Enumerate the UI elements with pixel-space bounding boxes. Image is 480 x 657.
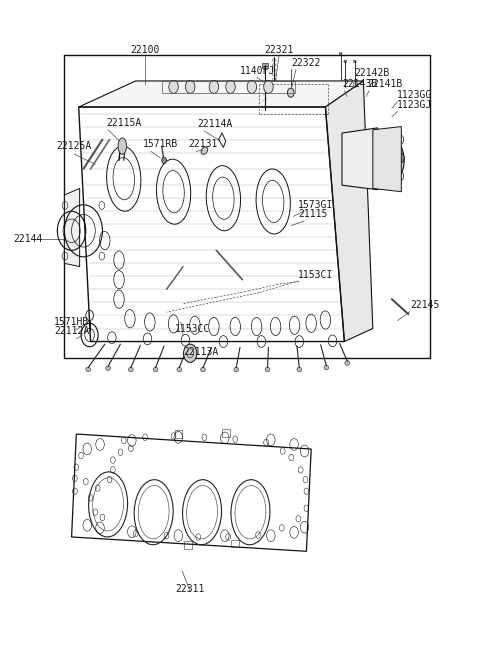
Ellipse shape — [201, 147, 208, 154]
Ellipse shape — [106, 366, 110, 371]
Text: 22311: 22311 — [176, 584, 205, 595]
Text: 22125A: 22125A — [56, 141, 91, 151]
Ellipse shape — [234, 367, 239, 372]
Ellipse shape — [265, 367, 270, 372]
Ellipse shape — [177, 367, 181, 372]
Circle shape — [162, 157, 167, 164]
Text: 22143B: 22143B — [342, 79, 378, 89]
Circle shape — [368, 136, 404, 185]
Ellipse shape — [297, 367, 301, 372]
Text: 22321: 22321 — [264, 45, 294, 55]
Text: 22115A: 22115A — [106, 118, 142, 128]
Text: 1153CC: 1153CC — [175, 324, 210, 334]
Circle shape — [226, 80, 235, 93]
Polygon shape — [64, 189, 80, 267]
Polygon shape — [342, 128, 378, 190]
Circle shape — [209, 80, 219, 93]
Polygon shape — [373, 127, 401, 192]
Text: 1123GG: 1123GG — [396, 91, 432, 101]
Ellipse shape — [153, 367, 158, 372]
Text: 1140FJ: 1140FJ — [240, 66, 275, 76]
Circle shape — [264, 80, 273, 93]
Ellipse shape — [344, 60, 347, 62]
FancyBboxPatch shape — [262, 63, 267, 68]
Ellipse shape — [118, 138, 127, 154]
Text: 22113A: 22113A — [183, 347, 218, 357]
Text: 22322: 22322 — [291, 58, 321, 68]
Text: 1573GI: 1573GI — [298, 200, 333, 210]
Text: 22100: 22100 — [131, 45, 160, 55]
Text: 1571HB: 1571HB — [54, 317, 89, 327]
Circle shape — [185, 80, 195, 93]
Ellipse shape — [86, 367, 91, 372]
Text: 22114A: 22114A — [197, 119, 232, 129]
Ellipse shape — [129, 367, 133, 372]
Circle shape — [169, 80, 179, 93]
Ellipse shape — [201, 367, 205, 372]
Text: 22131: 22131 — [189, 139, 218, 149]
Text: 22142B: 22142B — [354, 68, 389, 78]
Ellipse shape — [353, 60, 356, 62]
Circle shape — [382, 154, 391, 167]
Circle shape — [183, 344, 197, 363]
Ellipse shape — [345, 361, 349, 365]
Text: 21115: 21115 — [298, 209, 327, 219]
Polygon shape — [325, 81, 373, 342]
Text: 1571RB: 1571RB — [143, 139, 178, 149]
Text: 22141B: 22141B — [367, 79, 402, 89]
Circle shape — [288, 88, 294, 97]
Circle shape — [396, 152, 404, 163]
Polygon shape — [79, 81, 363, 107]
Circle shape — [247, 80, 257, 93]
Text: 22145: 22145 — [410, 300, 439, 310]
Ellipse shape — [339, 53, 342, 55]
Text: 22112A: 22112A — [54, 327, 89, 336]
Text: 1123GJ: 1123GJ — [396, 100, 432, 110]
Text: 1153CI: 1153CI — [298, 269, 333, 280]
Ellipse shape — [324, 365, 329, 370]
Text: 22144: 22144 — [13, 234, 43, 244]
